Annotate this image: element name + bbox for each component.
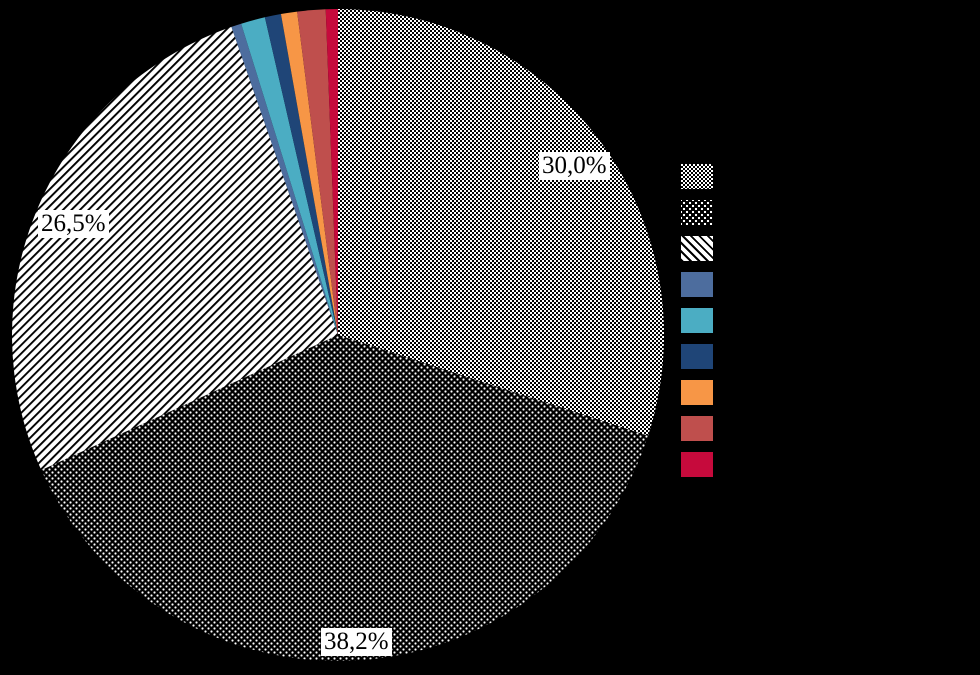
legend-swatch-6 — [681, 344, 713, 369]
pie-slice-8 — [297, 9, 338, 335]
legend-swatch-1 — [681, 164, 713, 189]
legend-swatch-3 — [681, 236, 713, 261]
pie-slice-6 — [264, 14, 338, 336]
legend-swatch-2 — [681, 200, 713, 225]
pie-slice-3 — [12, 26, 339, 471]
pie-data-label-stripes-slice: 26,5% — [38, 210, 109, 238]
pie-slice-9 — [325, 8, 338, 335]
legend-swatch-5 — [681, 308, 713, 333]
legend-swatch-4 — [681, 272, 713, 297]
pie-slice-1 — [338, 9, 664, 436]
chart-legend — [681, 164, 713, 488]
legend-swatch-9 — [681, 452, 713, 477]
pie-data-label-dots-slice: 38,2% — [321, 628, 392, 656]
pie-slice-5 — [241, 17, 338, 336]
legend-swatch-8 — [681, 416, 713, 441]
pie-slice-2 — [41, 335, 649, 661]
legend-swatch-7 — [681, 380, 713, 405]
pie-slice-4 — [231, 23, 338, 336]
pie-data-label-checker-slice: 30,0% — [539, 152, 610, 180]
pie-slice-7 — [280, 11, 338, 335]
